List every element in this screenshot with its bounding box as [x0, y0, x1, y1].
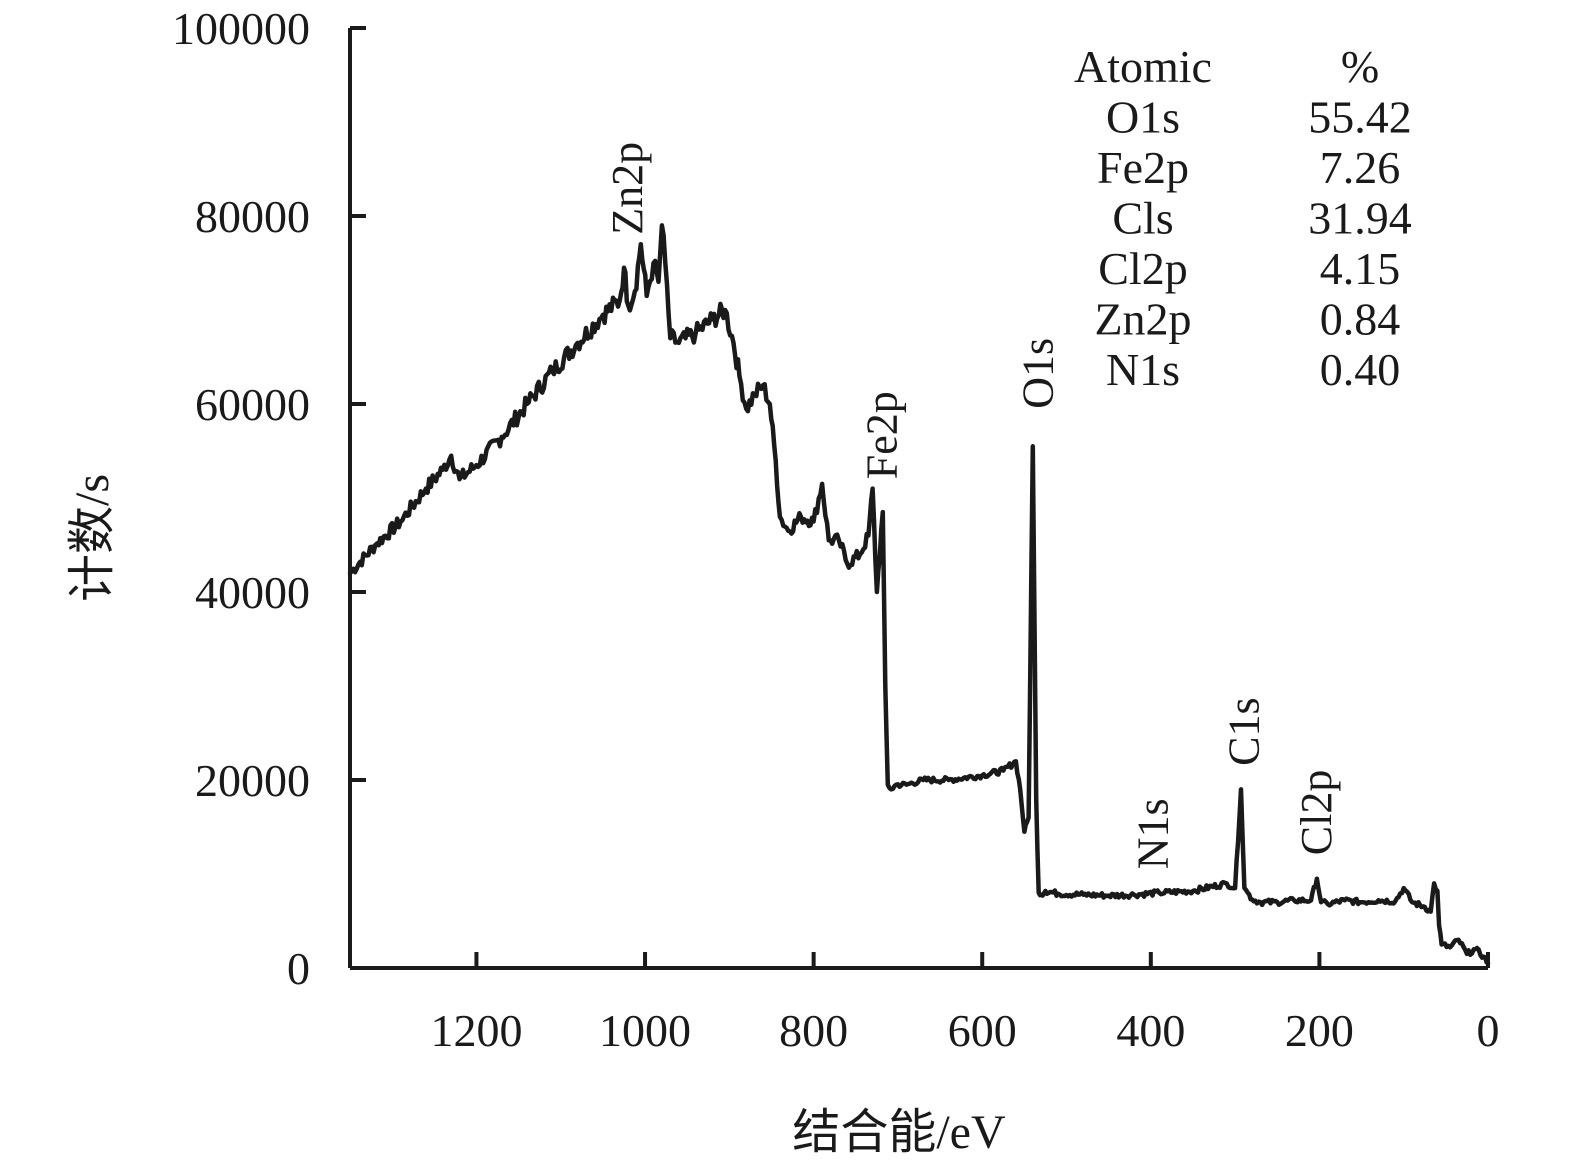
table-element: Cls: [1112, 193, 1173, 244]
atomic-percent-table: Atomic % O1s 55.42 Fe2p 7.26 Cls 31.94 Cl2p 4.15 Z…: [1074, 41, 1412, 395]
y-tick-label: 40000: [195, 567, 310, 618]
y-tick-label: 100000: [172, 3, 310, 54]
x-tick-label: 0: [1477, 1005, 1500, 1056]
x-tick-label: 1200: [430, 1005, 522, 1056]
table-value: 31.94: [1308, 193, 1412, 244]
table-value: 55.42: [1308, 92, 1412, 143]
table-element: Cl2p: [1098, 243, 1187, 294]
axes: [348, 28, 1488, 970]
y-tick-label: 80000: [195, 191, 310, 242]
peak-label: C1s: [1219, 697, 1268, 765]
y-tick-label: 0: [287, 943, 310, 994]
peak-labels: Zn2p Fe2p O1s N1s C1s Cl2p: [603, 142, 1341, 869]
x-tick-label: 200: [1285, 1005, 1354, 1056]
y-axis-title: 计数/s: [66, 474, 119, 602]
x-tick-label: 1000: [599, 1005, 691, 1056]
table-element: Zn2p: [1094, 294, 1191, 345]
table-header-percent: %: [1341, 41, 1379, 92]
x-axis-title: 结合能/eV: [792, 1106, 1006, 1159]
x-tick-label: 400: [1116, 1005, 1185, 1056]
table-value: 0.40: [1320, 344, 1401, 395]
y-ticks: 0 20000 40000 60000 80000 100000: [172, 3, 366, 994]
table-value: 0.84: [1320, 294, 1401, 345]
x-ticks: 1200 1000 800 600 400 200 0: [430, 952, 1500, 1056]
table-element: O1s: [1106, 92, 1180, 143]
x-tick-label: 800: [779, 1005, 848, 1056]
xps-spectrum-line: [347, 223, 1491, 966]
x-tick-label: 600: [948, 1005, 1017, 1056]
series-layer: [347, 223, 1491, 966]
y-tick-label: 60000: [195, 379, 310, 430]
peak-label: Zn2p: [603, 142, 652, 235]
y-tick-label: 20000: [195, 755, 310, 806]
table-element: N1s: [1106, 344, 1180, 395]
table-element: Fe2p: [1097, 142, 1189, 193]
peak-label: Fe2p: [858, 391, 907, 479]
table-value: 4.15: [1320, 243, 1401, 294]
peak-label: O1s: [1014, 338, 1063, 409]
peak-label: Cl2p: [1292, 770, 1341, 856]
peak-label: N1s: [1128, 798, 1177, 869]
table-value: 7.26: [1320, 142, 1401, 193]
table-header-atomic: Atomic: [1074, 41, 1212, 92]
